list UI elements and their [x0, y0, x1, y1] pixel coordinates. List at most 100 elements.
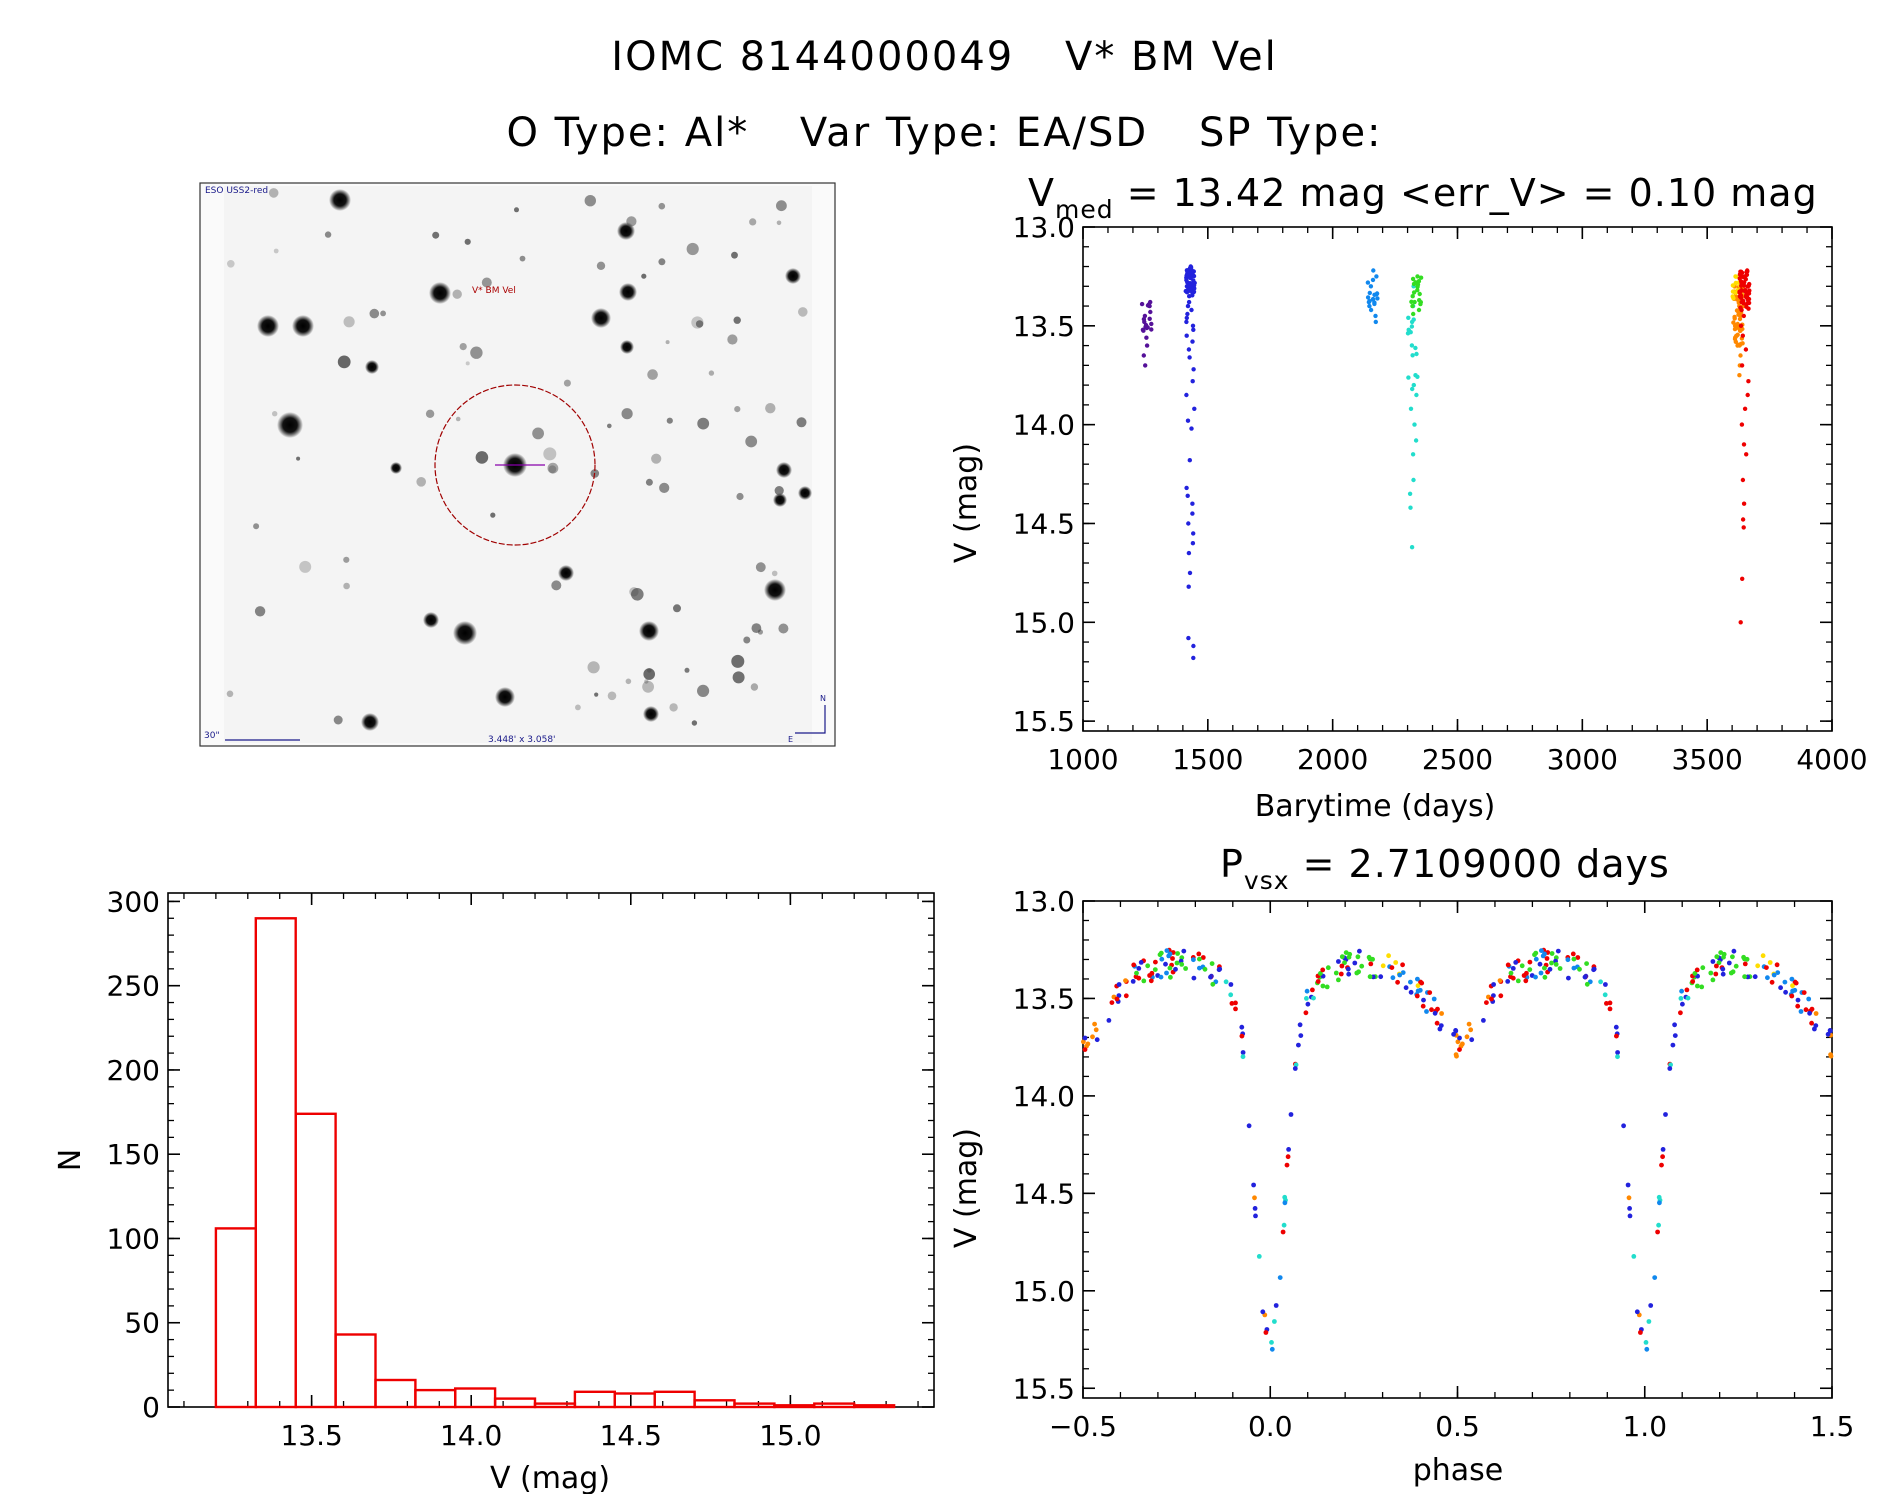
histogram-bar [294, 1112, 337, 1409]
lightcurve-point [1189, 267, 1194, 273]
star-name: V* BM Vel [1064, 34, 1278, 80]
lightcurve-point [1406, 375, 1411, 380]
phased-point [1742, 961, 1748, 967]
phased-point [1094, 1037, 1100, 1043]
lightcurve-point [1410, 386, 1415, 392]
lightcurve-point [1144, 335, 1149, 340]
star [333, 715, 343, 725]
fov-label: 3.448' x 3.058' [488, 735, 556, 745]
histogram-bar [813, 1402, 856, 1409]
lightcurve-point [1744, 269, 1749, 275]
star [343, 556, 350, 563]
star [736, 492, 744, 501]
star [543, 447, 557, 461]
phased-point [1544, 956, 1550, 961]
star [796, 417, 807, 428]
phased-point [1793, 980, 1799, 986]
star [324, 231, 332, 238]
phased-title: Pvsx = 2.7109000 days [1220, 842, 1670, 895]
star [296, 456, 301, 461]
star [631, 588, 644, 601]
star [732, 671, 745, 684]
lightcurve-point [1739, 363, 1745, 368]
star [329, 189, 351, 211]
lightcurve-point [1186, 521, 1191, 526]
object-id: IOMC 8144000049 [611, 34, 1015, 80]
lightcurve-point [1190, 323, 1196, 328]
star [764, 579, 786, 601]
lightcurve-point [1409, 545, 1415, 550]
star [665, 340, 670, 345]
lightcurve-point [1746, 300, 1752, 306]
histogram-ylabel: N [53, 1149, 88, 1171]
phased-point [1700, 965, 1706, 971]
phased-point [1571, 956, 1577, 962]
histogram-bar [733, 1402, 776, 1409]
phased-point [1324, 984, 1330, 990]
phased-point [1685, 995, 1691, 1001]
phased-point [1252, 1195, 1257, 1201]
phased-point [1634, 1309, 1640, 1315]
phased-point [1228, 982, 1234, 987]
phased-point [1082, 1035, 1088, 1041]
histogram-bar [693, 1399, 736, 1409]
phased-point [1795, 997, 1801, 1003]
lightcurve-point [1417, 298, 1422, 303]
phased-point [1439, 1011, 1444, 1016]
phased-point [1320, 983, 1326, 989]
lightcurve-point [1406, 315, 1411, 320]
star [490, 512, 496, 518]
lightcurve-point [1185, 493, 1190, 498]
phased-point [1136, 975, 1142, 981]
phased-point [1613, 1024, 1619, 1030]
phased-point [1408, 979, 1413, 985]
y-tick-label: 14.5 [1013, 1177, 1075, 1210]
star [465, 361, 470, 366]
lightcurve-point [1149, 327, 1154, 332]
lightcurve-point [1410, 294, 1415, 299]
phased-point [1604, 1001, 1609, 1006]
phased-point [1397, 972, 1403, 978]
lightcurve-point [1744, 291, 1749, 296]
phased-point [1208, 974, 1213, 980]
lightcurve-point [1414, 351, 1419, 357]
lightcurve-point [1733, 274, 1739, 279]
phased-point [1168, 974, 1173, 980]
lightcurve-point [1738, 305, 1743, 310]
y-tick-label: 0 [142, 1391, 160, 1424]
phased-point [1484, 1000, 1489, 1005]
lightcurve-point [1372, 292, 1377, 297]
compass-arrows [795, 705, 826, 734]
lightcurve-point [1185, 311, 1190, 317]
phased-point [1655, 1229, 1660, 1235]
phased-point [1395, 979, 1400, 985]
phased-point [1082, 1047, 1088, 1052]
phased-point [1457, 1035, 1462, 1041]
lightcurve-point [1412, 422, 1417, 427]
phased-point [1627, 1213, 1633, 1219]
phased-point [1298, 1033, 1304, 1038]
lightcurve-point [1732, 326, 1738, 332]
star [643, 706, 659, 722]
lightcurve-point [1730, 283, 1736, 288]
x-tick-label: 4000 [1796, 743, 1867, 776]
lightcurve-point [1409, 299, 1414, 304]
x-tick-label: −0.5 [1049, 1410, 1117, 1443]
lightcurve-point [1368, 284, 1374, 289]
x-tick-label: 2500 [1422, 743, 1493, 776]
target-circle [434, 384, 596, 546]
phased-point [1699, 984, 1705, 990]
phased-point [1240, 1050, 1246, 1055]
star [776, 200, 787, 212]
phased-point [1197, 965, 1202, 971]
phased-point [1303, 1010, 1309, 1016]
phased-point [1130, 979, 1136, 984]
lightcurve-point [1370, 277, 1376, 283]
phased-point [1338, 971, 1344, 977]
x-tick-label: 1500 [1172, 743, 1243, 776]
phased-point [1342, 960, 1347, 966]
lightcurve-point [1746, 283, 1751, 288]
phased-point [1652, 1275, 1658, 1280]
phased-point [1197, 956, 1202, 962]
phased-point [1336, 977, 1341, 983]
